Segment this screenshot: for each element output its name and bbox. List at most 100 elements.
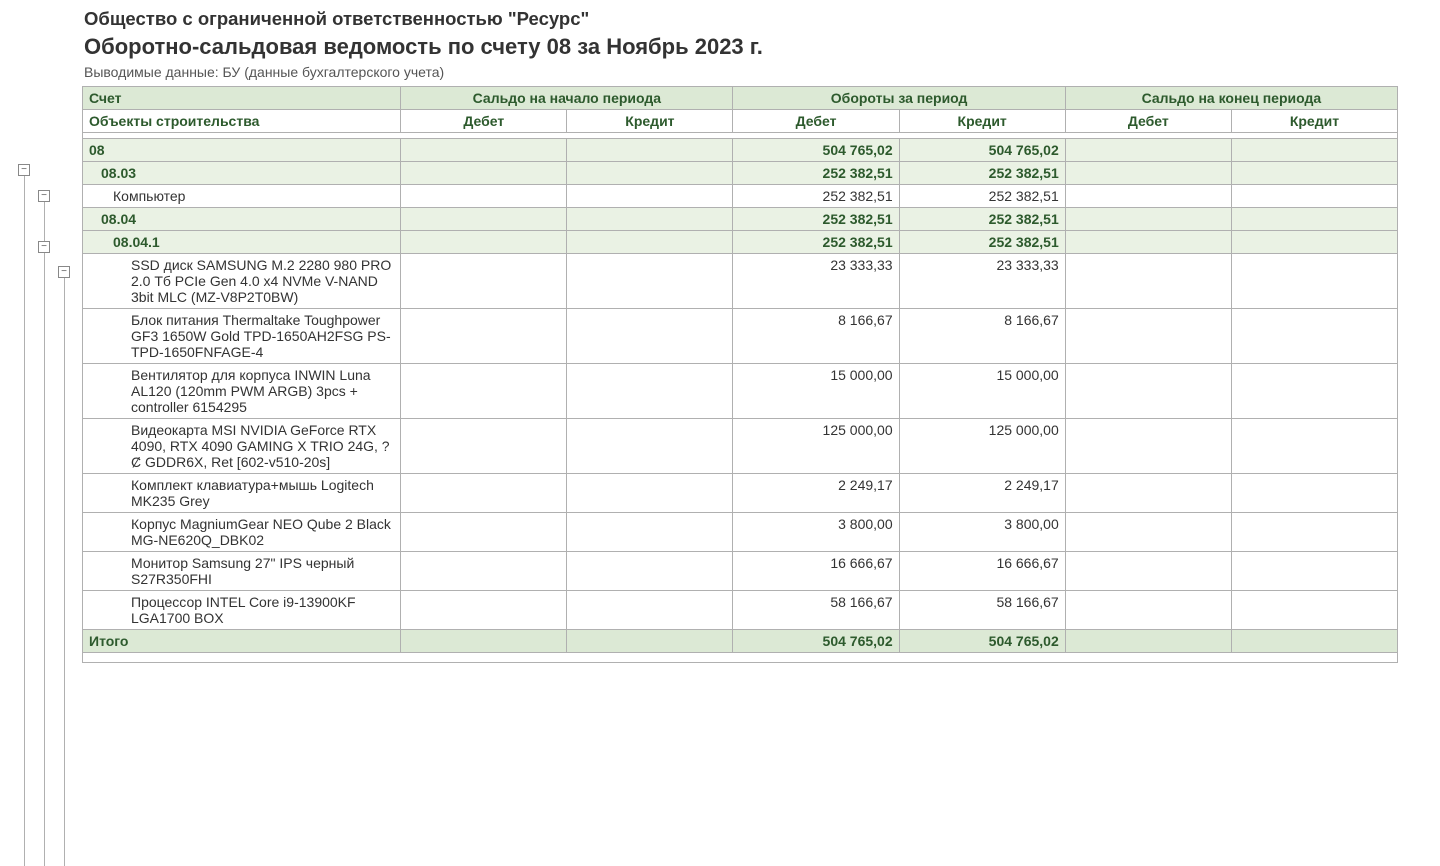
row-name: 08.04.1 xyxy=(83,231,401,254)
cell-sb_credit xyxy=(567,139,733,162)
cell-eb_credit xyxy=(1231,474,1397,513)
col-credit: Кредит xyxy=(1231,110,1397,133)
row-name: Блок питания Thermaltake Toughpower GF3 … xyxy=(83,309,401,364)
cell-sb_debit xyxy=(401,162,567,185)
cell-turnover-credit: 3 800,00 xyxy=(899,513,1065,552)
row-name: Вентилятор для корпуса INWIN Luna AL120 … xyxy=(83,364,401,419)
cell-eb_debit xyxy=(1065,474,1231,513)
cell-turnover-credit: 252 382,51 xyxy=(899,231,1065,254)
cell-sb_debit xyxy=(401,419,567,474)
table-row: Компьютер252 382,51252 382,51 xyxy=(83,185,1398,208)
tree-line xyxy=(24,176,25,866)
cell-sb_debit xyxy=(401,513,567,552)
table-row: Вентилятор для корпуса INWIN Luna AL120 … xyxy=(83,364,1398,419)
cell-sb_debit xyxy=(401,591,567,630)
cell-sb_credit xyxy=(567,309,733,364)
row-name: 08.03 xyxy=(83,162,401,185)
expander-08[interactable]: − xyxy=(18,164,30,176)
company-name: Общество с ограниченной ответственностью… xyxy=(82,0,1398,30)
cell-eb_credit xyxy=(1231,513,1397,552)
expander-0803[interactable]: − xyxy=(38,190,50,202)
cell-eb_credit xyxy=(1231,552,1397,591)
cell-eb_credit xyxy=(1231,591,1397,630)
cell-eb_debit xyxy=(1065,552,1231,591)
cell-turnover-debit: 252 382,51 xyxy=(733,162,899,185)
cell-turnover-debit: 23 333,33 xyxy=(733,254,899,309)
totals-label: Итого xyxy=(83,630,401,653)
expander-08041[interactable]: − xyxy=(58,266,70,278)
cell-sb_credit xyxy=(567,254,733,309)
cell-eb_credit xyxy=(1231,254,1397,309)
cell-sb_debit xyxy=(401,208,567,231)
row-name: Компьютер xyxy=(83,185,401,208)
cell-sb_credit xyxy=(567,185,733,208)
tree-line xyxy=(64,278,65,866)
col-end-balance: Сальдо на конец периода xyxy=(1065,87,1397,110)
row-name: Видеокарта MSI NVIDIA GeForce RTX 4090, … xyxy=(83,419,401,474)
cell-sb_credit xyxy=(567,552,733,591)
cell-sb_debit xyxy=(401,474,567,513)
cell-eb_debit xyxy=(1065,231,1231,254)
cell-turnover-credit: 504 765,02 xyxy=(899,139,1065,162)
cell-turnover-debit: 15 000,00 xyxy=(733,364,899,419)
col-account: Счет xyxy=(83,87,401,110)
cell-turnover-credit: 58 166,67 xyxy=(899,591,1065,630)
tree-line xyxy=(44,253,45,866)
cell-eb_debit xyxy=(1065,419,1231,474)
totals-eb-credit xyxy=(1231,630,1397,653)
table-row: 08.04.1 252 382,51252 382,51 xyxy=(83,231,1398,254)
col-debit: Дебет xyxy=(733,110,899,133)
cell-turnover-debit: 252 382,51 xyxy=(733,231,899,254)
cell-sb_debit xyxy=(401,364,567,419)
cell-turnover-credit: 16 666,67 xyxy=(899,552,1065,591)
cell-eb_debit xyxy=(1065,513,1231,552)
table-row: 08504 765,02504 765,02 xyxy=(83,139,1398,162)
row-name: Процессор INTEL Core i9-13900KF LGA1700 … xyxy=(83,591,401,630)
cell-turnover-credit: 23 333,33 xyxy=(899,254,1065,309)
cell-sb_debit xyxy=(401,139,567,162)
cell-eb_credit xyxy=(1231,419,1397,474)
cell-sb_credit xyxy=(567,231,733,254)
cell-turnover-credit: 252 382,51 xyxy=(899,208,1065,231)
expander-symbol: − xyxy=(61,267,67,277)
table-row: 08.04252 382,51252 382,51 xyxy=(83,208,1398,231)
cell-turnover-debit: 2 249,17 xyxy=(733,474,899,513)
cell-eb_debit xyxy=(1065,139,1231,162)
table-row: Видеокарта MSI NVIDIA GeForce RTX 4090, … xyxy=(83,419,1398,474)
cell-sb_debit xyxy=(401,552,567,591)
cell-sb_credit xyxy=(567,513,733,552)
cell-eb_debit xyxy=(1065,309,1231,364)
totals-row: Итого 504 765,02 504 765,02 xyxy=(83,630,1398,653)
cell-turnover-debit: 8 166,67 xyxy=(733,309,899,364)
cell-sb_credit xyxy=(567,208,733,231)
cell-sb_debit xyxy=(401,231,567,254)
cell-turnover-credit: 252 382,51 xyxy=(899,162,1065,185)
report-title: Оборотно-сальдовая ведомость по счету 08… xyxy=(82,30,1398,62)
col-credit: Кредит xyxy=(567,110,733,133)
table-row: Корпус MagniumGear NEO Qube 2 Black MG-N… xyxy=(83,513,1398,552)
expander-symbol: − xyxy=(41,242,47,252)
report-table: Счет Сальдо на начало периода Обороты за… xyxy=(82,86,1398,663)
cell-turnover-debit: 125 000,00 xyxy=(733,419,899,474)
expander-0804[interactable]: − xyxy=(38,241,50,253)
cell-eb_credit xyxy=(1231,162,1397,185)
cell-sb_credit xyxy=(567,364,733,419)
cell-turnover-credit: 8 166,67 xyxy=(899,309,1065,364)
table-row: Монитор Samsung 27" IPS черный S27R350FH… xyxy=(83,552,1398,591)
cell-turnover-debit: 252 382,51 xyxy=(733,208,899,231)
cell-eb_debit xyxy=(1065,185,1231,208)
cell-eb_credit xyxy=(1231,309,1397,364)
cell-sb_credit xyxy=(567,591,733,630)
cell-eb_credit xyxy=(1231,208,1397,231)
cell-turnover-credit: 252 382,51 xyxy=(899,185,1065,208)
totals-eb-debit xyxy=(1065,630,1231,653)
cell-eb_debit xyxy=(1065,208,1231,231)
cell-eb_debit xyxy=(1065,254,1231,309)
footer-spacer xyxy=(83,653,1398,663)
table-row: SSD диск SAMSUNG M.2 2280 980 PRO 2.0 Тб… xyxy=(83,254,1398,309)
col-credit: Кредит xyxy=(899,110,1065,133)
table-row: Блок питания Thermaltake Toughpower GF3 … xyxy=(83,309,1398,364)
cell-turnover-debit: 504 765,02 xyxy=(733,139,899,162)
cell-eb_debit xyxy=(1065,162,1231,185)
cell-sb_credit xyxy=(567,419,733,474)
